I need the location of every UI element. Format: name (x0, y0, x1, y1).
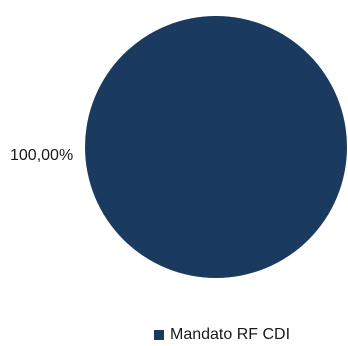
legend: Mandato RF CDI (154, 326, 290, 344)
pie-slice-mandato-rf-cdi (85, 16, 347, 278)
slice-data-label: 100,00% (10, 147, 73, 164)
legend-label-mandato-rf-cdi: Mandato RF CDI (170, 326, 291, 343)
legend-swatch-mandato-rf-cdi (154, 330, 164, 340)
pie-slices (85, 16, 347, 278)
